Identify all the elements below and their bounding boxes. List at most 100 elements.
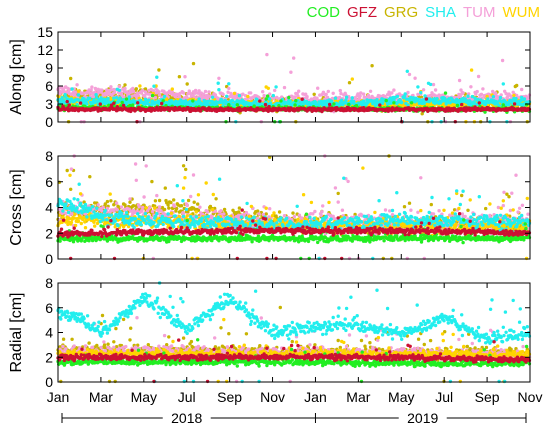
data-point	[181, 91, 186, 95]
data-point	[527, 100, 532, 104]
data-point	[150, 179, 154, 184]
data-point	[390, 256, 394, 261]
data-point	[112, 91, 117, 95]
data-point	[262, 93, 266, 98]
data-point	[500, 58, 505, 63]
data-point	[264, 97, 268, 101]
data-point	[268, 97, 272, 101]
data-point	[57, 89, 62, 93]
data-point	[143, 95, 147, 99]
data-point	[469, 85, 473, 89]
data-point	[400, 100, 404, 105]
data-point	[527, 93, 532, 97]
data-point	[237, 93, 242, 98]
data-point	[123, 86, 127, 91]
data-point	[141, 88, 145, 93]
data-point	[325, 95, 330, 100]
data-point	[370, 63, 374, 68]
data-point	[203, 89, 208, 94]
data-point	[265, 94, 270, 98]
data-point	[466, 94, 470, 98]
data-point	[65, 99, 69, 104]
data-point	[185, 203, 189, 208]
data-point	[67, 103, 72, 107]
data-point	[123, 83, 127, 87]
data-point	[246, 94, 250, 99]
data-point	[101, 205, 105, 209]
data-point	[273, 88, 277, 93]
data-point	[390, 91, 394, 95]
data-point	[214, 197, 218, 201]
data-point	[406, 90, 410, 95]
data-point	[177, 94, 182, 99]
data-point	[520, 87, 524, 92]
data-point	[152, 84, 156, 88]
data-point	[184, 167, 188, 172]
data-point	[189, 194, 193, 199]
data-point	[347, 102, 351, 107]
data-point	[112, 101, 116, 106]
data-point	[304, 92, 308, 96]
data-point	[433, 88, 438, 92]
data-point	[287, 95, 291, 100]
data-point	[359, 91, 363, 95]
legend-sha: SHA	[425, 4, 456, 21]
data-point	[88, 96, 92, 101]
data-point	[58, 92, 62, 96]
data-point	[150, 93, 155, 98]
data-point	[366, 93, 371, 98]
data-point	[431, 82, 436, 87]
data-point	[109, 199, 113, 203]
data-point	[150, 210, 155, 214]
data-point	[162, 94, 167, 99]
data-point	[193, 88, 198, 93]
data-point	[409, 101, 414, 105]
data-point	[201, 92, 206, 96]
data-point	[361, 92, 366, 96]
data-point	[192, 200, 196, 204]
data-point	[205, 210, 210, 214]
data-point	[328, 102, 332, 107]
data-point	[187, 89, 191, 93]
data-point	[440, 99, 445, 103]
data-point	[128, 200, 132, 204]
data-point	[186, 92, 190, 96]
data-point	[157, 198, 162, 203]
data-point	[420, 112, 424, 116]
legend-wum: WUM	[502, 4, 541, 21]
data-point	[315, 96, 319, 100]
data-point	[484, 206, 488, 211]
data-point	[196, 202, 200, 206]
data-point	[297, 89, 301, 93]
data-point	[266, 86, 270, 91]
data-point	[124, 97, 129, 101]
data-point	[191, 61, 196, 66]
data-point	[405, 69, 409, 74]
data-point	[136, 101, 140, 105]
data-point	[261, 90, 265, 94]
data-point	[294, 99, 298, 103]
data-point	[466, 208, 470, 212]
data-point	[384, 98, 388, 103]
data-point	[134, 87, 138, 91]
data-point	[71, 90, 76, 95]
data-point	[88, 91, 92, 96]
data-point	[65, 168, 69, 173]
data-point	[120, 100, 124, 105]
data-point	[507, 103, 511, 107]
data-point	[172, 198, 176, 202]
data-point	[73, 93, 77, 97]
data-point	[78, 101, 83, 105]
data-point	[69, 76, 73, 81]
data-point	[131, 89, 136, 94]
y-tick-label: 0	[45, 114, 53, 130]
data-point	[421, 88, 426, 92]
data-point	[76, 93, 81, 97]
data-point	[81, 91, 86, 95]
data-point	[133, 162, 138, 166]
data-point	[144, 164, 148, 168]
data-point	[479, 92, 484, 97]
data-point	[131, 86, 135, 91]
legend: COD GFZ GRG SHA TUM WUM	[268, 4, 540, 24]
data-point	[109, 85, 113, 89]
